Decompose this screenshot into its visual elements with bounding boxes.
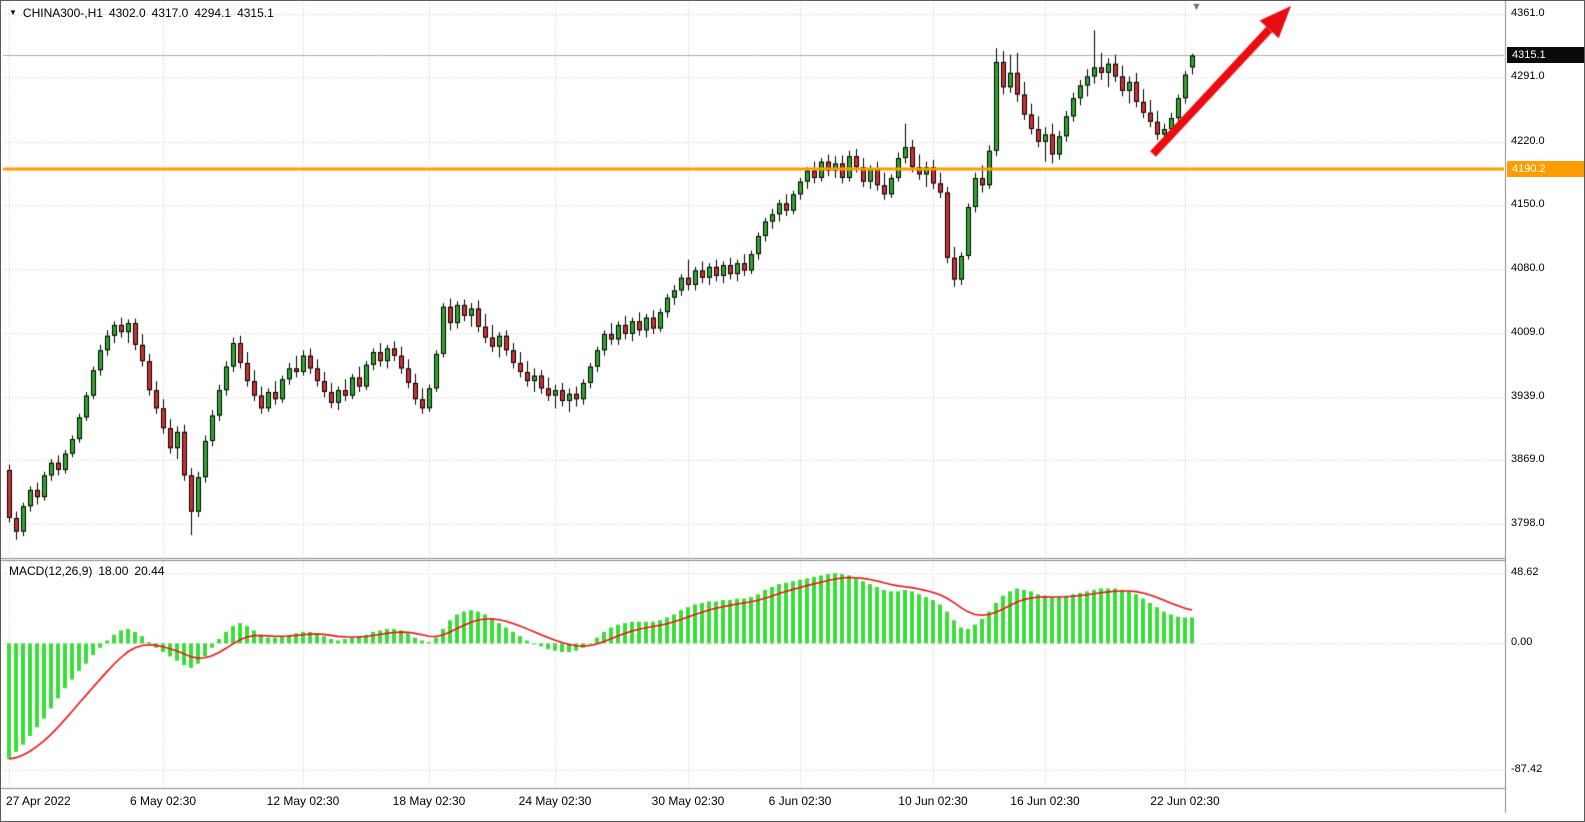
macd-indicator-label: MACD(12,26,9) 18.00 20.44 [9,564,164,578]
ohlc-close-value: 4315.1 [237,6,274,20]
macd-signal-value: 20.44 [134,564,165,578]
chart-shift-marker-icon[interactable]: ▼ [1191,1,1202,13]
ohlc-high-value: 4317.0 [151,6,189,20]
ohlc-low-value: 4294.1 [194,6,232,20]
macd-main-value: 18.00 [98,564,129,578]
symbol-dropdown-icon[interactable]: ▼ [9,8,17,17]
symbol-period-label: CHINA300-,H1 [22,6,103,20]
chart-title-bar: ▼ CHINA300-,H1 4302.0 4317.0 4294.1 4315… [9,6,274,20]
ohlc-open-value: 4302.0 [108,6,146,20]
macd-name-label: MACD(12,26,9) [9,564,93,578]
